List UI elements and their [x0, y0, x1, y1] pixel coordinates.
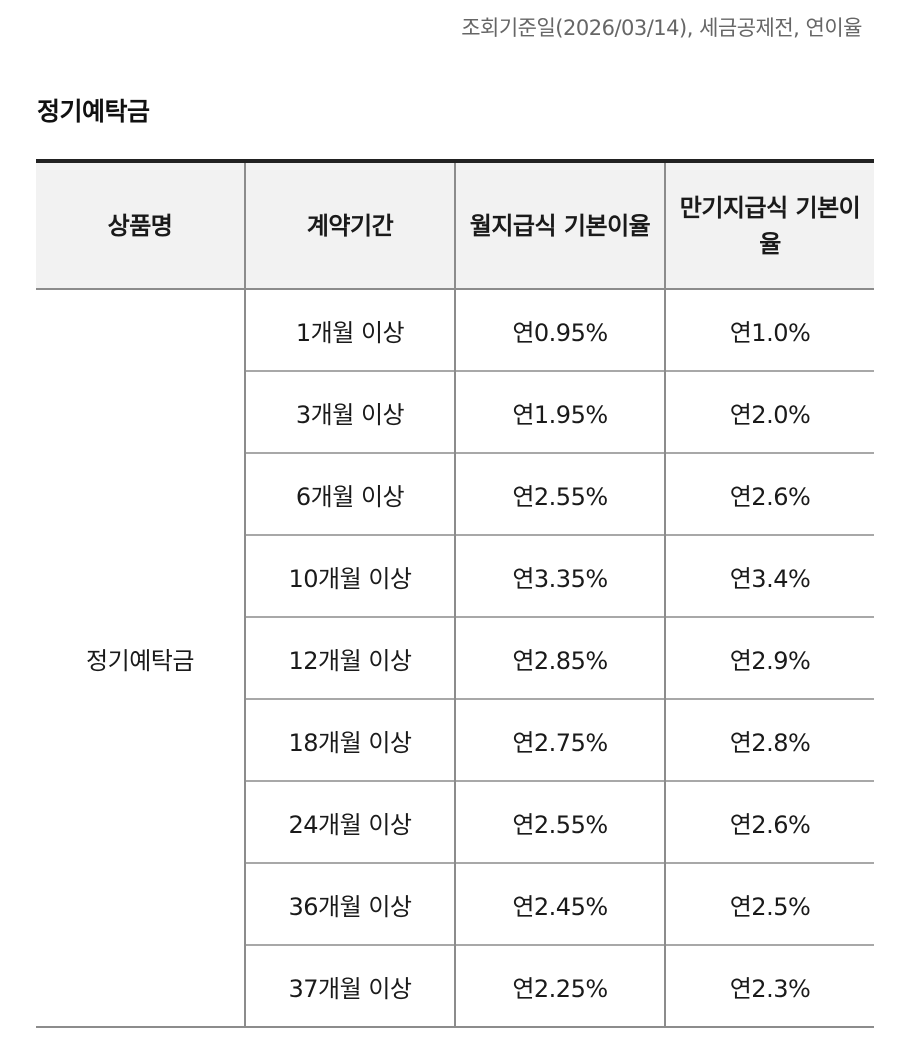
contract-period-cell: 3개월 이상 — [244, 370, 455, 453]
maturity-rate-cell: 연3.4% — [664, 534, 874, 617]
table-row: 정기예탁금 1개월 이상 연0.95% 연1.0% — [36, 289, 874, 675]
monthly-rate-cell: 연2.55% — [454, 452, 665, 535]
header-contract-period: 계약기간 — [244, 161, 455, 290]
table-row: 10개월 이상 연3.35% 연3.4% — [36, 534, 874, 617]
header-product-name: 상품명 — [36, 161, 245, 290]
monthly-rate-cell: 연2.25% — [454, 944, 665, 1027]
contract-period-cell: 36개월 이상 — [244, 862, 455, 945]
maturity-rate-cell: 연2.9% — [664, 616, 874, 699]
section-title: 정기예탁금 — [37, 97, 150, 126]
table-body: 정기예탁금 1개월 이상 연0.95% 연1.0% 3개월 이상 연1.95% … — [36, 289, 874, 1027]
table-row: 24개월 이상 연2.55% 연2.6% — [36, 780, 874, 863]
table-row: 6개월 이상 연2.55% 연2.6% — [36, 452, 874, 535]
interest-rate-table: 상품명 계약기간 월지급식 기본이율 만기지급식 기본이율 정기예탁금 1개월 … — [36, 159, 874, 1028]
contract-period-cell: 12개월 이상 — [244, 616, 455, 699]
monthly-rate-cell: 연0.95% — [454, 289, 665, 371]
monthly-rate-cell: 연2.75% — [454, 698, 665, 781]
maturity-rate-cell: 연2.8% — [664, 698, 874, 781]
table-row: 3개월 이상 연1.95% 연2.0% — [36, 370, 874, 453]
maturity-rate-cell: 연1.0% — [664, 289, 874, 371]
table-header: 상품명 계약기간 월지급식 기본이율 만기지급식 기본이율 — [36, 161, 874, 290]
maturity-rate-cell: 연2.3% — [664, 944, 874, 1027]
table-row: 37개월 이상 연2.25% 연2.3% — [36, 944, 874, 1027]
contract-period-cell: 37개월 이상 — [244, 944, 455, 1027]
monthly-rate-cell: 연2.45% — [454, 862, 665, 945]
monthly-rate-cell: 연3.35% — [454, 534, 665, 617]
maturity-rate-cell: 연2.6% — [664, 452, 874, 535]
table-row: 12개월 이상 연2.85% 연2.9% — [36, 616, 874, 699]
contract-period-cell: 1개월 이상 — [244, 289, 455, 371]
rate-notice: 조회기준일(2026/03/14), 세금공제전, 연이율 — [461, 16, 862, 40]
contract-period-cell: 10개월 이상 — [244, 534, 455, 617]
contract-period-cell: 18개월 이상 — [244, 698, 455, 781]
table-row: 36개월 이상 연2.45% 연2.5% — [36, 862, 874, 945]
maturity-rate-cell: 연2.0% — [664, 370, 874, 453]
maturity-rate-cell: 연2.6% — [664, 780, 874, 863]
monthly-rate-cell: 연2.55% — [454, 780, 665, 863]
maturity-rate-cell: 연2.5% — [664, 862, 874, 945]
header-row: 상품명 계약기간 월지급식 기본이율 만기지급식 기본이율 — [36, 161, 874, 290]
product-name-cell: 정기예탁금 — [86, 646, 194, 675]
contract-period-cell: 24개월 이상 — [244, 780, 455, 863]
monthly-rate-cell: 연2.85% — [454, 616, 665, 699]
table-row: 18개월 이상 연2.75% 연2.8% — [36, 698, 874, 781]
monthly-rate-cell: 연1.95% — [454, 370, 665, 453]
contract-period-cell: 6개월 이상 — [244, 452, 455, 535]
header-monthly-rate: 월지급식 기본이율 — [454, 161, 665, 290]
header-maturity-rate: 만기지급식 기본이율 — [664, 161, 874, 290]
